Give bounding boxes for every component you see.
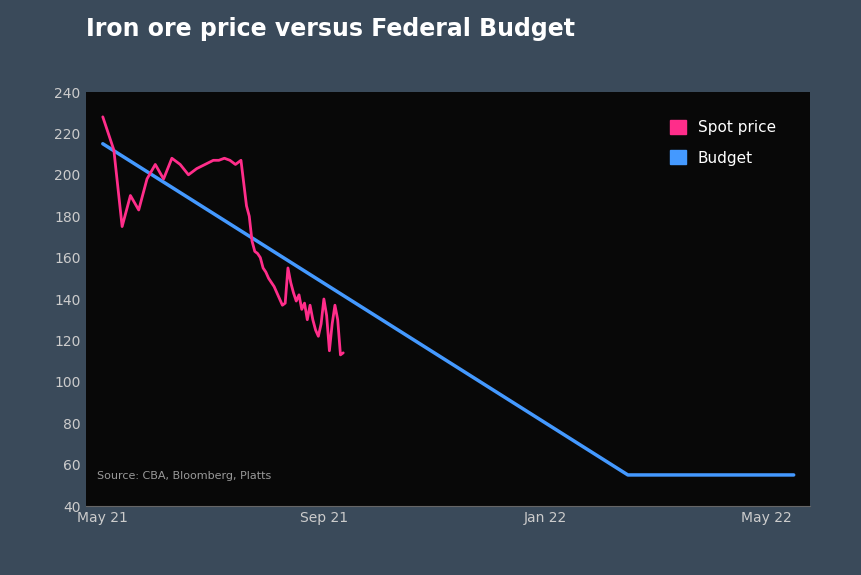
Legend: Spot price, Budget: Spot price, Budget (657, 108, 787, 178)
Text: Iron ore price versus Federal Budget: Iron ore price versus Federal Budget (86, 17, 574, 41)
Text: Source: CBA, Bloomberg, Platts: Source: CBA, Bloomberg, Platts (97, 471, 271, 481)
